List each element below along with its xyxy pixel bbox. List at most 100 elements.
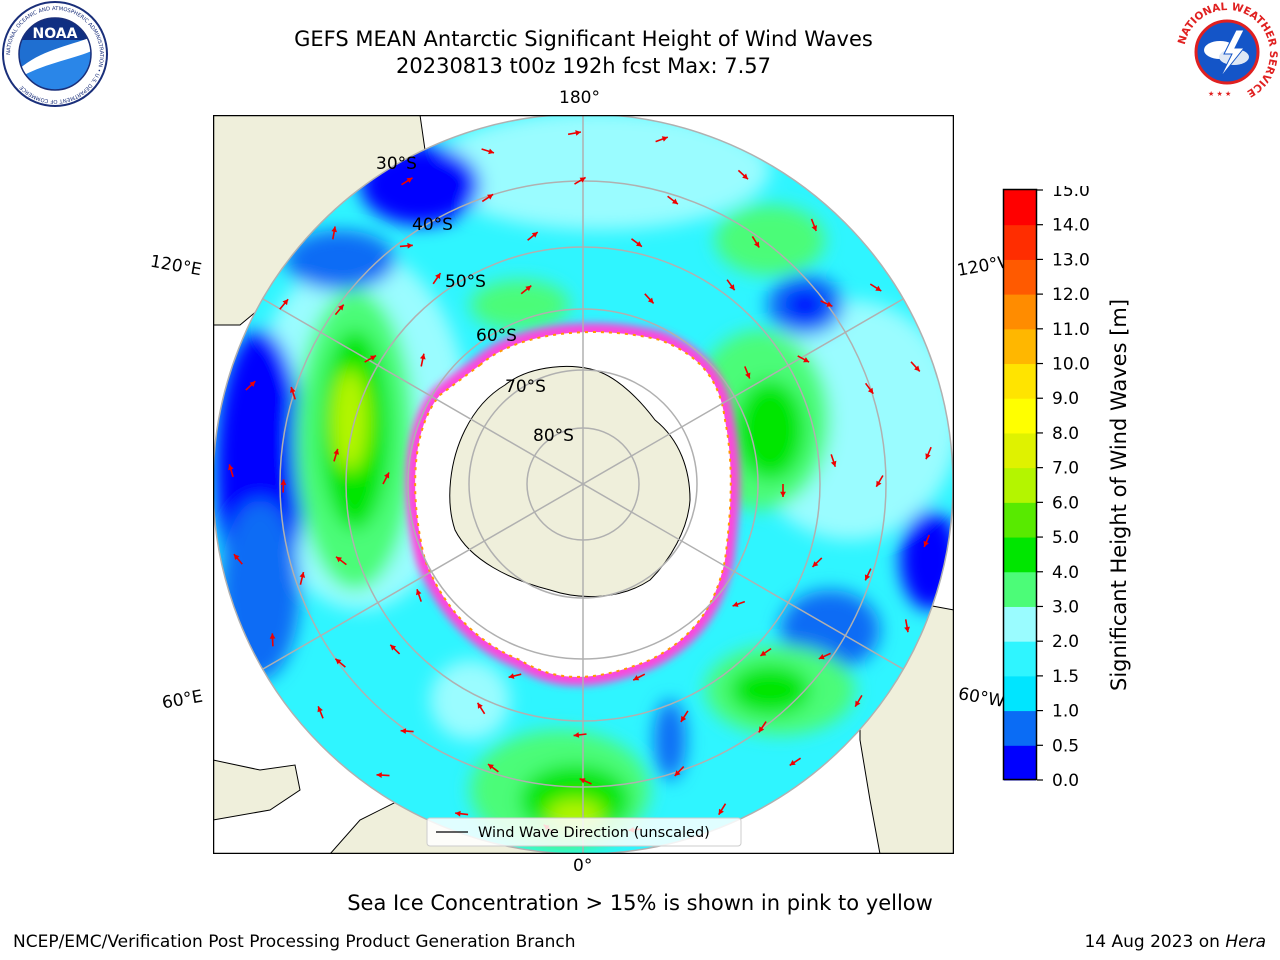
wave-arrow-head: [525, 285, 532, 292]
wave-arrow-head: [390, 644, 397, 651]
colorbar-label: Significant Height of Wind Waves [m]: [1107, 298, 1131, 691]
wave-arrow-head: [331, 226, 337, 233]
wave-arrow-head: [855, 700, 861, 707]
legend-label: Wind Wave Direction (unscaled): [478, 825, 710, 841]
wave-arrow-head: [818, 654, 825, 660]
wave-arrow-head: [338, 304, 344, 311]
wave-arrow-head: [508, 673, 515, 679]
system-name: Hera: [1225, 932, 1266, 952]
colorbar-tick-label: 3.0: [1052, 597, 1079, 617]
wave-arrow-head: [290, 387, 296, 393]
wave-arrow-head: [488, 764, 494, 770]
wave-arrow-head: [488, 148, 494, 155]
wave-arrow-head: [633, 675, 640, 681]
graticule: [213, 115, 953, 854]
wave-arrow-head: [299, 572, 306, 578]
lon-label-right-lower: 60°W: [956, 684, 1007, 712]
wave-arrow-head: [647, 297, 654, 304]
colorbar: 0.0 0.5 1.0 1.5 2.0 3.0 4.0 5.0 6.0 7.0 8.0 9.0 10.0…: [1002, 186, 1090, 786]
wave-arrow-head: [384, 472, 390, 479]
colorbar-tick-label: 14.0: [1052, 216, 1090, 236]
wave-arrow-head: [925, 453, 931, 460]
wave-arrow-head: [729, 284, 735, 291]
wave-arrow-head: [875, 285, 882, 291]
wave-arrow-head: [335, 658, 342, 665]
wave-arrow-head: [812, 561, 819, 567]
colorbar-swatch: [1004, 363, 1036, 399]
wave-arrow-head: [811, 225, 817, 231]
wave-arrow-head: [758, 726, 765, 733]
wave-arrow-head: [370, 355, 376, 361]
colorbar-swatch: [1004, 259, 1036, 295]
lat-label-0: 30°S: [376, 154, 417, 174]
colorbar-swatch: [1004, 190, 1036, 226]
wave-arrow-head: [477, 702, 483, 709]
map-title: GEFS MEAN Antarctic Significant Height o…: [294, 27, 873, 51]
wave-arrow-head: [732, 601, 739, 607]
colorbar-tick-label: 11.0: [1052, 320, 1090, 340]
colorbar-tick-label: 6.0: [1052, 493, 1079, 513]
wave-arrow-head: [407, 242, 413, 249]
latitude-labels: 30°S 40°S 50°S 60°S 70°S 80°S: [376, 154, 574, 446]
wave-arrow-head: [923, 540, 929, 547]
lat-label-1: 40°S: [412, 215, 453, 235]
svg-text:★ ★ ★: ★ ★ ★: [1208, 90, 1231, 98]
colorbar-ticks: 0.0 0.5 1.0 1.5 2.0 3.0 4.0 5.0 6.0 7.0 8.0 9.0 10.0…: [1037, 186, 1090, 786]
wave-arrow-head: [867, 387, 874, 394]
wave-arrow-head: [672, 198, 678, 205]
colorbar-tick-label: 5.0: [1052, 528, 1079, 548]
map-border: [213, 115, 954, 854]
wave-arrow-head: [336, 556, 342, 563]
wind-wave-arrows: [228, 130, 932, 834]
wave-arrow-head: [400, 728, 407, 734]
lon-label-left-lower: 60°E: [160, 686, 205, 714]
wave-arrow-head: [280, 479, 287, 485]
wave-arrow-head: [579, 778, 586, 784]
lon-label-left-upper: 120°E: [148, 251, 204, 281]
sea-ice-footnote: Sea Ice Concentration > 15% is shown in …: [347, 891, 933, 915]
wave-arrow-head: [487, 194, 494, 200]
wave-arrow-head: [904, 626, 910, 633]
wave-arrow-head: [282, 299, 289, 306]
colorbar-swatch: [1004, 294, 1036, 330]
wave-arrow-head: [914, 365, 920, 372]
wave-arrow-head: [228, 464, 234, 471]
wave-arrow-head: [575, 130, 581, 136]
lat-label-3: 60°S: [476, 326, 517, 346]
lat-label-2: 50°S: [445, 272, 486, 292]
colorbar-tick-label: 12.0: [1052, 285, 1090, 305]
colorbar-swatch: [1004, 502, 1036, 538]
lon-label-bottom: 0°: [573, 856, 593, 876]
wave-arrow-head: [406, 177, 413, 183]
wave-arrow-head: [780, 491, 786, 497]
antarctica: [406, 323, 740, 686]
wave-arrow-head: [573, 732, 580, 738]
polar-map: Wind Wave Direction (unscaled) 30°S 40°S…: [213, 115, 954, 854]
wave-arrow-head: [718, 808, 724, 815]
colorbar-tick-label: 1.0: [1052, 702, 1079, 722]
colorbar-tick-label: 9.0: [1052, 389, 1079, 409]
map-subtitle: 20230813 t00z 192h fcst Max: 7.57: [396, 54, 771, 78]
colorbar-tick-label: 13.0: [1052, 250, 1090, 270]
colorbar-swatches: [1004, 190, 1036, 781]
colorbar-swatch: [1004, 641, 1036, 677]
wave-arrow-head: [760, 650, 767, 656]
wave-arrow-head: [233, 554, 240, 560]
lat-label-5: 80°S: [533, 426, 574, 446]
colorbar-swatch: [1004, 745, 1036, 781]
nws-logo: NATIONAL WEATHER SERVICE ★ ★ ★: [1176, 1, 1279, 103]
colorbar-tick-label: 1.5: [1052, 667, 1079, 687]
wave-arrow-head: [864, 574, 871, 581]
colorbar-tick-label: 15.0: [1052, 186, 1090, 201]
credit-line: NCEP/EMC/Verification Post Processing Pr…: [13, 932, 576, 952]
colorbar-tick-label: 0.0: [1052, 771, 1079, 786]
wave-arrow-head: [269, 633, 276, 639]
lon-label-top: 180°: [559, 88, 600, 108]
noaa-logo: NATIONAL OCEANIC AND ATMOSPHERIC ADMINIS…: [2, 1, 108, 107]
wave-arrow-head: [416, 589, 422, 596]
wave-arrow-head: [789, 760, 796, 766]
colorbar-swatch: [1004, 537, 1036, 573]
colorbar-tick-label: 7.0: [1052, 459, 1079, 479]
svg-text:NOAA: NOAA: [33, 26, 78, 42]
wave-arrow-head: [745, 372, 751, 379]
